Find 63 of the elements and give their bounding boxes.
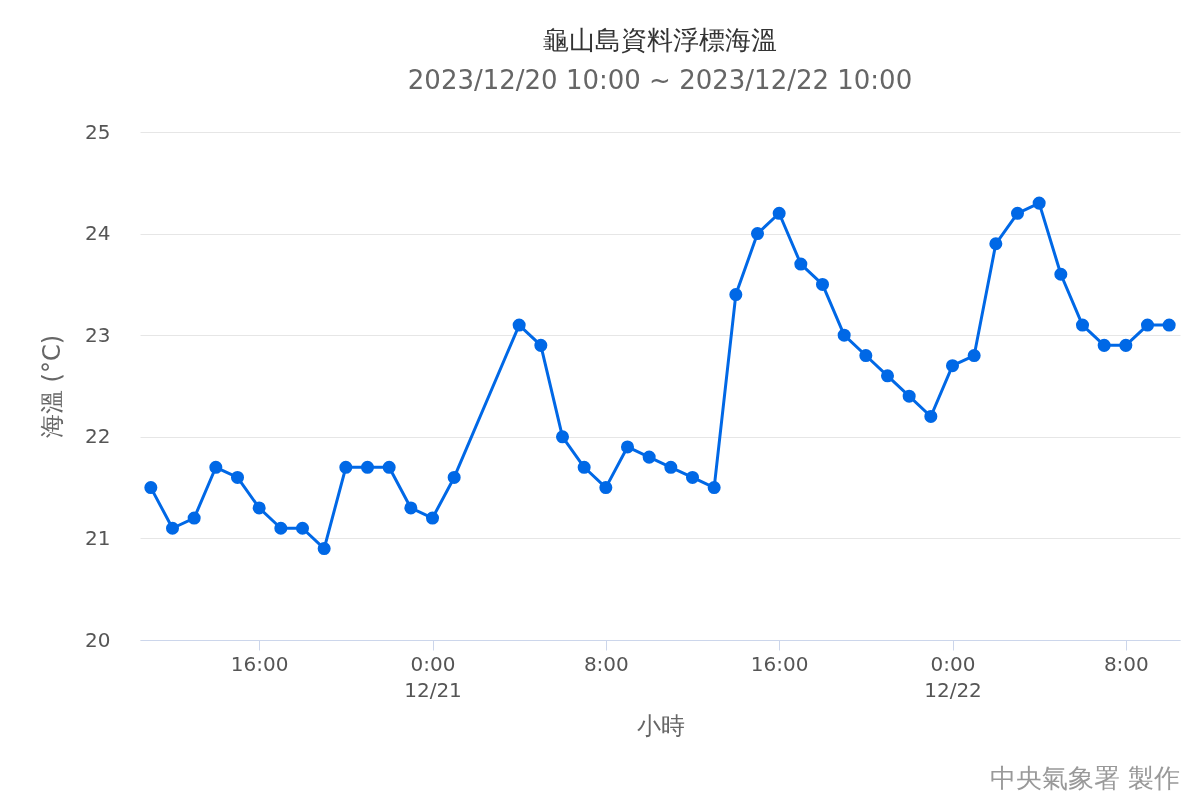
y-tick-label: 24	[85, 221, 111, 246]
point	[534, 338, 548, 352]
point	[685, 470, 700, 484]
x-tick-label: 8:00	[1103, 651, 1149, 676]
point	[707, 481, 721, 495]
point	[815, 277, 830, 291]
point	[750, 227, 765, 241]
point	[945, 359, 960, 373]
y-tick-label: 22	[85, 424, 111, 449]
x-axis-title: 小時	[636, 711, 685, 740]
point	[209, 460, 223, 474]
point	[642, 450, 656, 464]
y-tick-label: 25	[85, 119, 111, 144]
point	[1032, 196, 1046, 210]
y-tick-label: 23	[85, 322, 111, 347]
point	[1075, 318, 1090, 332]
point	[1140, 318, 1155, 332]
point	[772, 206, 786, 220]
chart-subtitle: 2023/12/20 10:00 ~ 2023/12/22 10:00	[407, 65, 913, 95]
point	[902, 389, 916, 403]
y-tick-label: 20	[85, 627, 111, 652]
point	[837, 328, 851, 342]
point	[555, 430, 570, 444]
point	[967, 349, 981, 363]
point	[664, 460, 678, 474]
point	[577, 460, 591, 474]
point	[252, 501, 266, 515]
point	[794, 257, 808, 271]
point	[859, 349, 873, 363]
point	[274, 521, 288, 535]
point	[404, 501, 418, 515]
point	[1097, 338, 1111, 352]
x-tick-label: 0:00 12/22	[924, 651, 982, 702]
point	[1162, 318, 1176, 332]
point	[425, 511, 440, 525]
point	[447, 470, 461, 484]
point	[165, 521, 180, 535]
point	[230, 470, 245, 484]
x-tick-label: 0:00 12/21	[404, 651, 462, 702]
point	[295, 521, 310, 535]
x-tick-label: 8:00	[583, 651, 629, 676]
point	[729, 288, 743, 302]
point	[1010, 206, 1025, 220]
point	[1054, 267, 1068, 281]
point	[360, 460, 375, 474]
text: 中央氣象署 製作	[989, 763, 1180, 793]
point	[144, 481, 158, 495]
point	[187, 511, 201, 525]
chart-title: 龜山島資料浮標海溫	[543, 25, 777, 55]
point	[924, 409, 938, 423]
x-tick-label: 16:00	[230, 651, 289, 676]
point	[880, 369, 895, 383]
y-axis-title: 海溫 (°C)	[38, 334, 67, 439]
point	[989, 237, 1003, 251]
y-tick-label: 21	[85, 525, 111, 550]
point	[1119, 338, 1133, 352]
point	[317, 542, 331, 556]
point	[339, 460, 353, 474]
x-tick-label: 16:00	[750, 651, 809, 676]
point	[382, 460, 396, 474]
point	[512, 318, 526, 332]
point	[620, 440, 635, 454]
point	[599, 481, 613, 495]
